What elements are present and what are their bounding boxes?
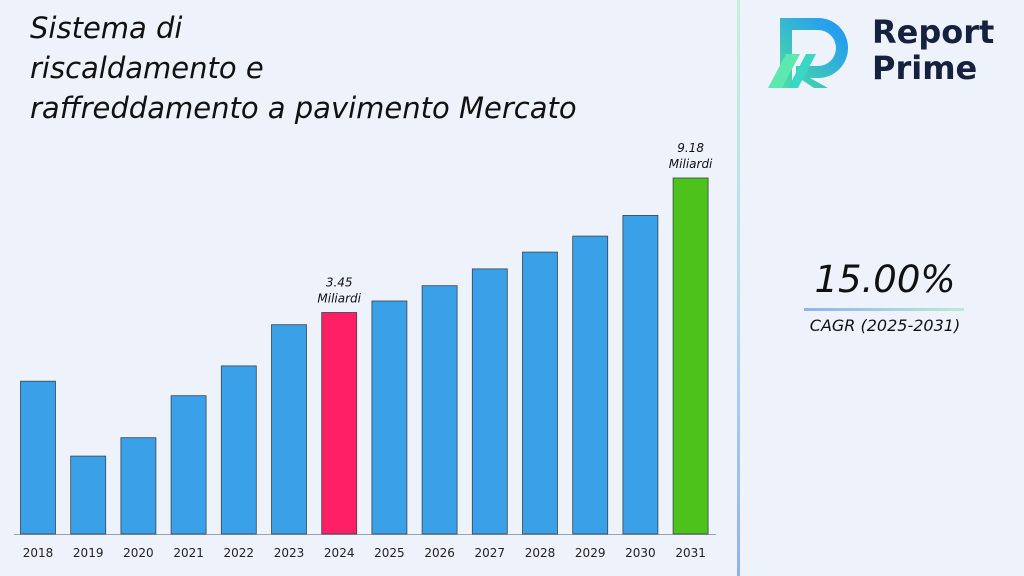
cagr-underline xyxy=(804,308,964,311)
bar-2022 xyxy=(220,365,257,535)
x-tick-label-2027: 2027 xyxy=(475,546,506,560)
cagr-value: 15.00% xyxy=(814,258,956,301)
x-tick-label-2023: 2023 xyxy=(274,546,305,560)
bar-chart: 2018 2019 2020 2021 2022 2023 2024 2025 2026 2027… xyxy=(14,141,716,560)
bar-2027 xyxy=(471,268,508,535)
x-tick-label-2028: 2028 xyxy=(525,546,556,560)
chart-title-line-3: raffreddamento a pavimento Mercato xyxy=(30,91,577,125)
bar-2018 xyxy=(20,380,56,535)
cagr-label: CAGR (2025-2031) xyxy=(809,316,961,335)
x-tick-label-2018: 2018 xyxy=(23,546,54,560)
bar-2021 xyxy=(170,395,207,535)
logo-word-report: Report xyxy=(872,13,995,51)
bar-2024 xyxy=(321,312,358,535)
x-tick-label-2030: 2030 xyxy=(625,546,656,560)
data-label-2024-value: 3.45 xyxy=(326,276,353,290)
chart-title-line-1: Sistema di xyxy=(30,11,183,45)
report-prime-logo-icon xyxy=(768,18,848,88)
x-tick-label-2021: 2021 xyxy=(173,546,204,560)
x-tick-label-2022: 2022 xyxy=(224,546,255,560)
data-label-2031-unit: Miliardi xyxy=(669,157,713,171)
x-tick-label-2026: 2026 xyxy=(424,546,455,560)
chart-title-line-2: riscaldamento e xyxy=(30,51,264,85)
x-tick-label-2029: 2029 xyxy=(575,546,606,560)
bar-2031 xyxy=(672,177,709,535)
bar-2023 xyxy=(271,324,307,535)
bar-2020 xyxy=(120,437,157,535)
x-tick-label-2025: 2025 xyxy=(374,546,405,560)
data-label-2024-unit: Miliardi xyxy=(317,292,361,306)
logo-word-prime: Prime xyxy=(872,49,978,87)
bar-2025 xyxy=(371,300,408,535)
chart-title: Sistema di riscaldamento e raffreddament… xyxy=(30,8,670,128)
x-tick-label-2020: 2020 xyxy=(123,546,154,560)
x-tick-label-2024: 2024 xyxy=(324,546,355,560)
vertical-divider xyxy=(737,0,740,576)
report-prime-logo-text: Report Prime xyxy=(872,14,994,86)
bar-2028 xyxy=(522,251,558,535)
bar-2019 xyxy=(70,455,107,535)
x-tick-label-2031: 2031 xyxy=(675,546,706,560)
bar-2026 xyxy=(421,285,458,535)
bar-2029 xyxy=(572,235,609,535)
report-prime-logo: Report Prime xyxy=(766,14,1006,90)
data-label-2031-value: 9.18 xyxy=(677,141,704,155)
x-tick-label-2019: 2019 xyxy=(73,546,104,560)
bar-2030 xyxy=(622,214,659,535)
